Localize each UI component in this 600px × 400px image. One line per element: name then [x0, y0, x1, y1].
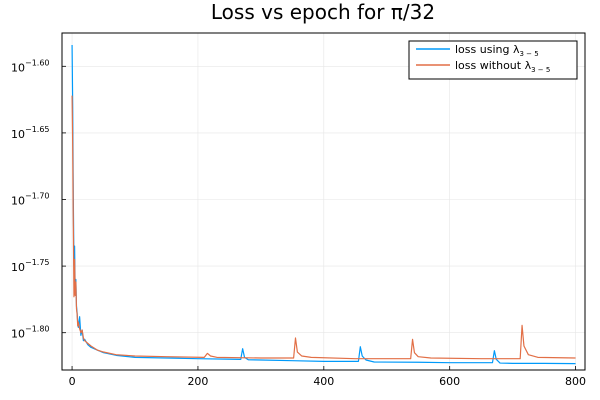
x-tick-label: 600 [439, 375, 460, 388]
chart-title: Loss vs epoch for π/32 [211, 0, 435, 24]
y-tick-base: 10 [11, 328, 25, 341]
y-tick-exponent: −1.60 [25, 58, 50, 67]
grid [62, 33, 585, 370]
y-tick-exponent: −1.70 [25, 192, 50, 201]
legend-label-main: loss using λ [455, 43, 520, 56]
series-line-2 [71, 95, 576, 360]
y-tick-exponent: −1.75 [25, 258, 50, 267]
legend-box [408, 40, 578, 80]
legend-label-subscript: 3 − 5 [531, 66, 550, 74]
y-tick-base: 10 [11, 61, 25, 74]
legend-label-2: loss without λ3 − 5 [455, 59, 550, 74]
y-tick-base: 10 [11, 261, 25, 274]
legend-label-main: loss without λ [455, 59, 532, 72]
y-tick-exponent: −1.80 [25, 325, 50, 334]
legend-label-subscript: 3 − 5 [519, 50, 538, 58]
x-tick-label: 200 [187, 375, 208, 388]
legend-label-1: loss using λ3 − 5 [455, 43, 539, 58]
plot-frame [61, 32, 586, 371]
y-tick-base: 10 [11, 128, 25, 141]
x-tick-label: 0 [69, 375, 76, 388]
x-tick-label: 800 [565, 375, 586, 388]
x-tick-label: 400 [313, 375, 334, 388]
series-lines [71, 44, 576, 365]
y-tick-exponent: −1.65 [25, 125, 50, 134]
axes [61, 32, 586, 371]
y-tick-base: 10 [11, 195, 25, 208]
